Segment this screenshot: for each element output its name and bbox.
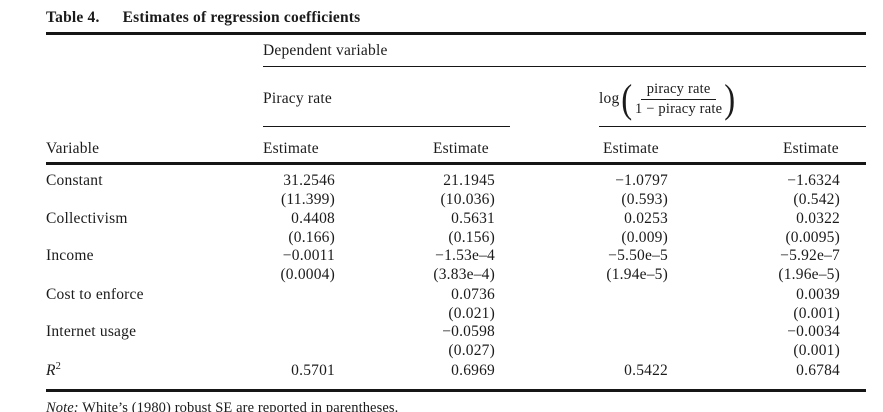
column-header-variable: Variable [46,140,100,157]
column-header-estimate-1: Estimate [263,140,319,157]
se-cell: (0.0004) [280,266,335,283]
rule-under-log-formula [599,126,866,128]
row-label: Collectivism [46,210,128,227]
estimate-cell: −1.6324 [787,172,840,189]
estimate-cell: 21.1945 [443,172,495,189]
se-cell: (0.001) [793,305,840,322]
rule-top [46,32,866,35]
fraction: piracy rate 1 − piracy rate [634,81,723,117]
se-cell: (3.83e–4) [433,266,495,283]
row-label: Cost to enforce [46,286,144,303]
table-footnote: Note: White’s (1980) robust SE are repor… [46,400,398,412]
se-cell: (1.96e–5) [778,266,840,283]
se-cell: (0.009) [621,229,668,246]
se-cell: (0.593) [621,191,668,208]
fraction-numerator: piracy rate [640,81,717,100]
estimate-cell: −1.53e–4 [435,247,495,264]
table-number: Table 4. [46,9,100,26]
estimate-cell: −0.0598 [442,323,495,340]
estimate-cell: 0.5631 [451,210,495,227]
estimate-cell: 0.4408 [291,210,335,227]
rule-bottom [46,389,866,392]
estimate-cell: 31.2546 [283,172,335,189]
dependent-variable-header: Dependent variable [263,42,388,59]
estimate-cell: 0.0039 [796,286,840,303]
column-header-estimate-2: Estimate [433,140,489,157]
estimate-cell: −0.0034 [787,323,840,340]
estimate-cell: −0.0011 [282,247,335,264]
table-caption: Estimates of regression coefficients [122,9,361,26]
fraction-denominator: 1 − piracy rate [634,100,723,117]
rule-under-column-headers [46,162,866,165]
column-group-piracy-rate: Piracy rate [263,90,332,107]
se-cell: (0.156) [448,229,495,246]
se-cell: (0.0095) [785,229,840,246]
r-squared-cell: 0.5422 [624,362,668,379]
estimate-cell: −5.92e–7 [780,247,840,264]
footnote-text: White’s (1980) robust SE are reported in… [78,400,399,412]
se-cell: (11.399) [281,191,335,208]
log-operator: log [599,90,620,107]
se-cell: (10.036) [440,191,495,208]
se-cell: (0.027) [448,342,495,359]
r-squared-cell: 0.5701 [291,362,335,379]
estimate-cell: 0.0322 [796,210,840,227]
open-paren: ( [621,76,633,121]
rule-under-dependent-variable [263,66,866,68]
estimate-cell: 0.0253 [624,210,668,227]
column-header-estimate-4: Estimate [783,140,839,157]
r-squared-cell: 0.6969 [451,362,495,379]
se-cell: (0.021) [448,305,495,322]
table-title: Table 4. Estimates of regression coeffic… [46,9,360,27]
row-label: Income [46,247,94,264]
close-paren: ) [724,76,736,121]
se-cell: (0.001) [793,342,840,359]
r-symbol: R [46,362,56,379]
row-label: Internet usage [46,323,137,340]
se-cell: (1.94e–5) [606,266,668,283]
row-label-r-squared: R2 [46,360,62,379]
estimate-cell: 0.0736 [451,286,495,303]
se-cell: (0.166) [288,229,335,246]
r-squared-exponent: 2 [55,360,62,372]
footnote-label: Note: [46,400,79,412]
estimate-cell: −1.0797 [615,172,668,189]
se-cell: (0.542) [793,191,840,208]
row-label: Constant [46,172,103,189]
r-squared-cell: 0.6784 [796,362,840,379]
column-group-log-odds-formula: log ( piracy rate 1 − piracy rate ) [599,77,737,121]
estimate-cell: −5.50e–5 [608,247,668,264]
rule-under-piracy-rate [263,126,510,128]
column-header-estimate-3: Estimate [603,140,659,157]
